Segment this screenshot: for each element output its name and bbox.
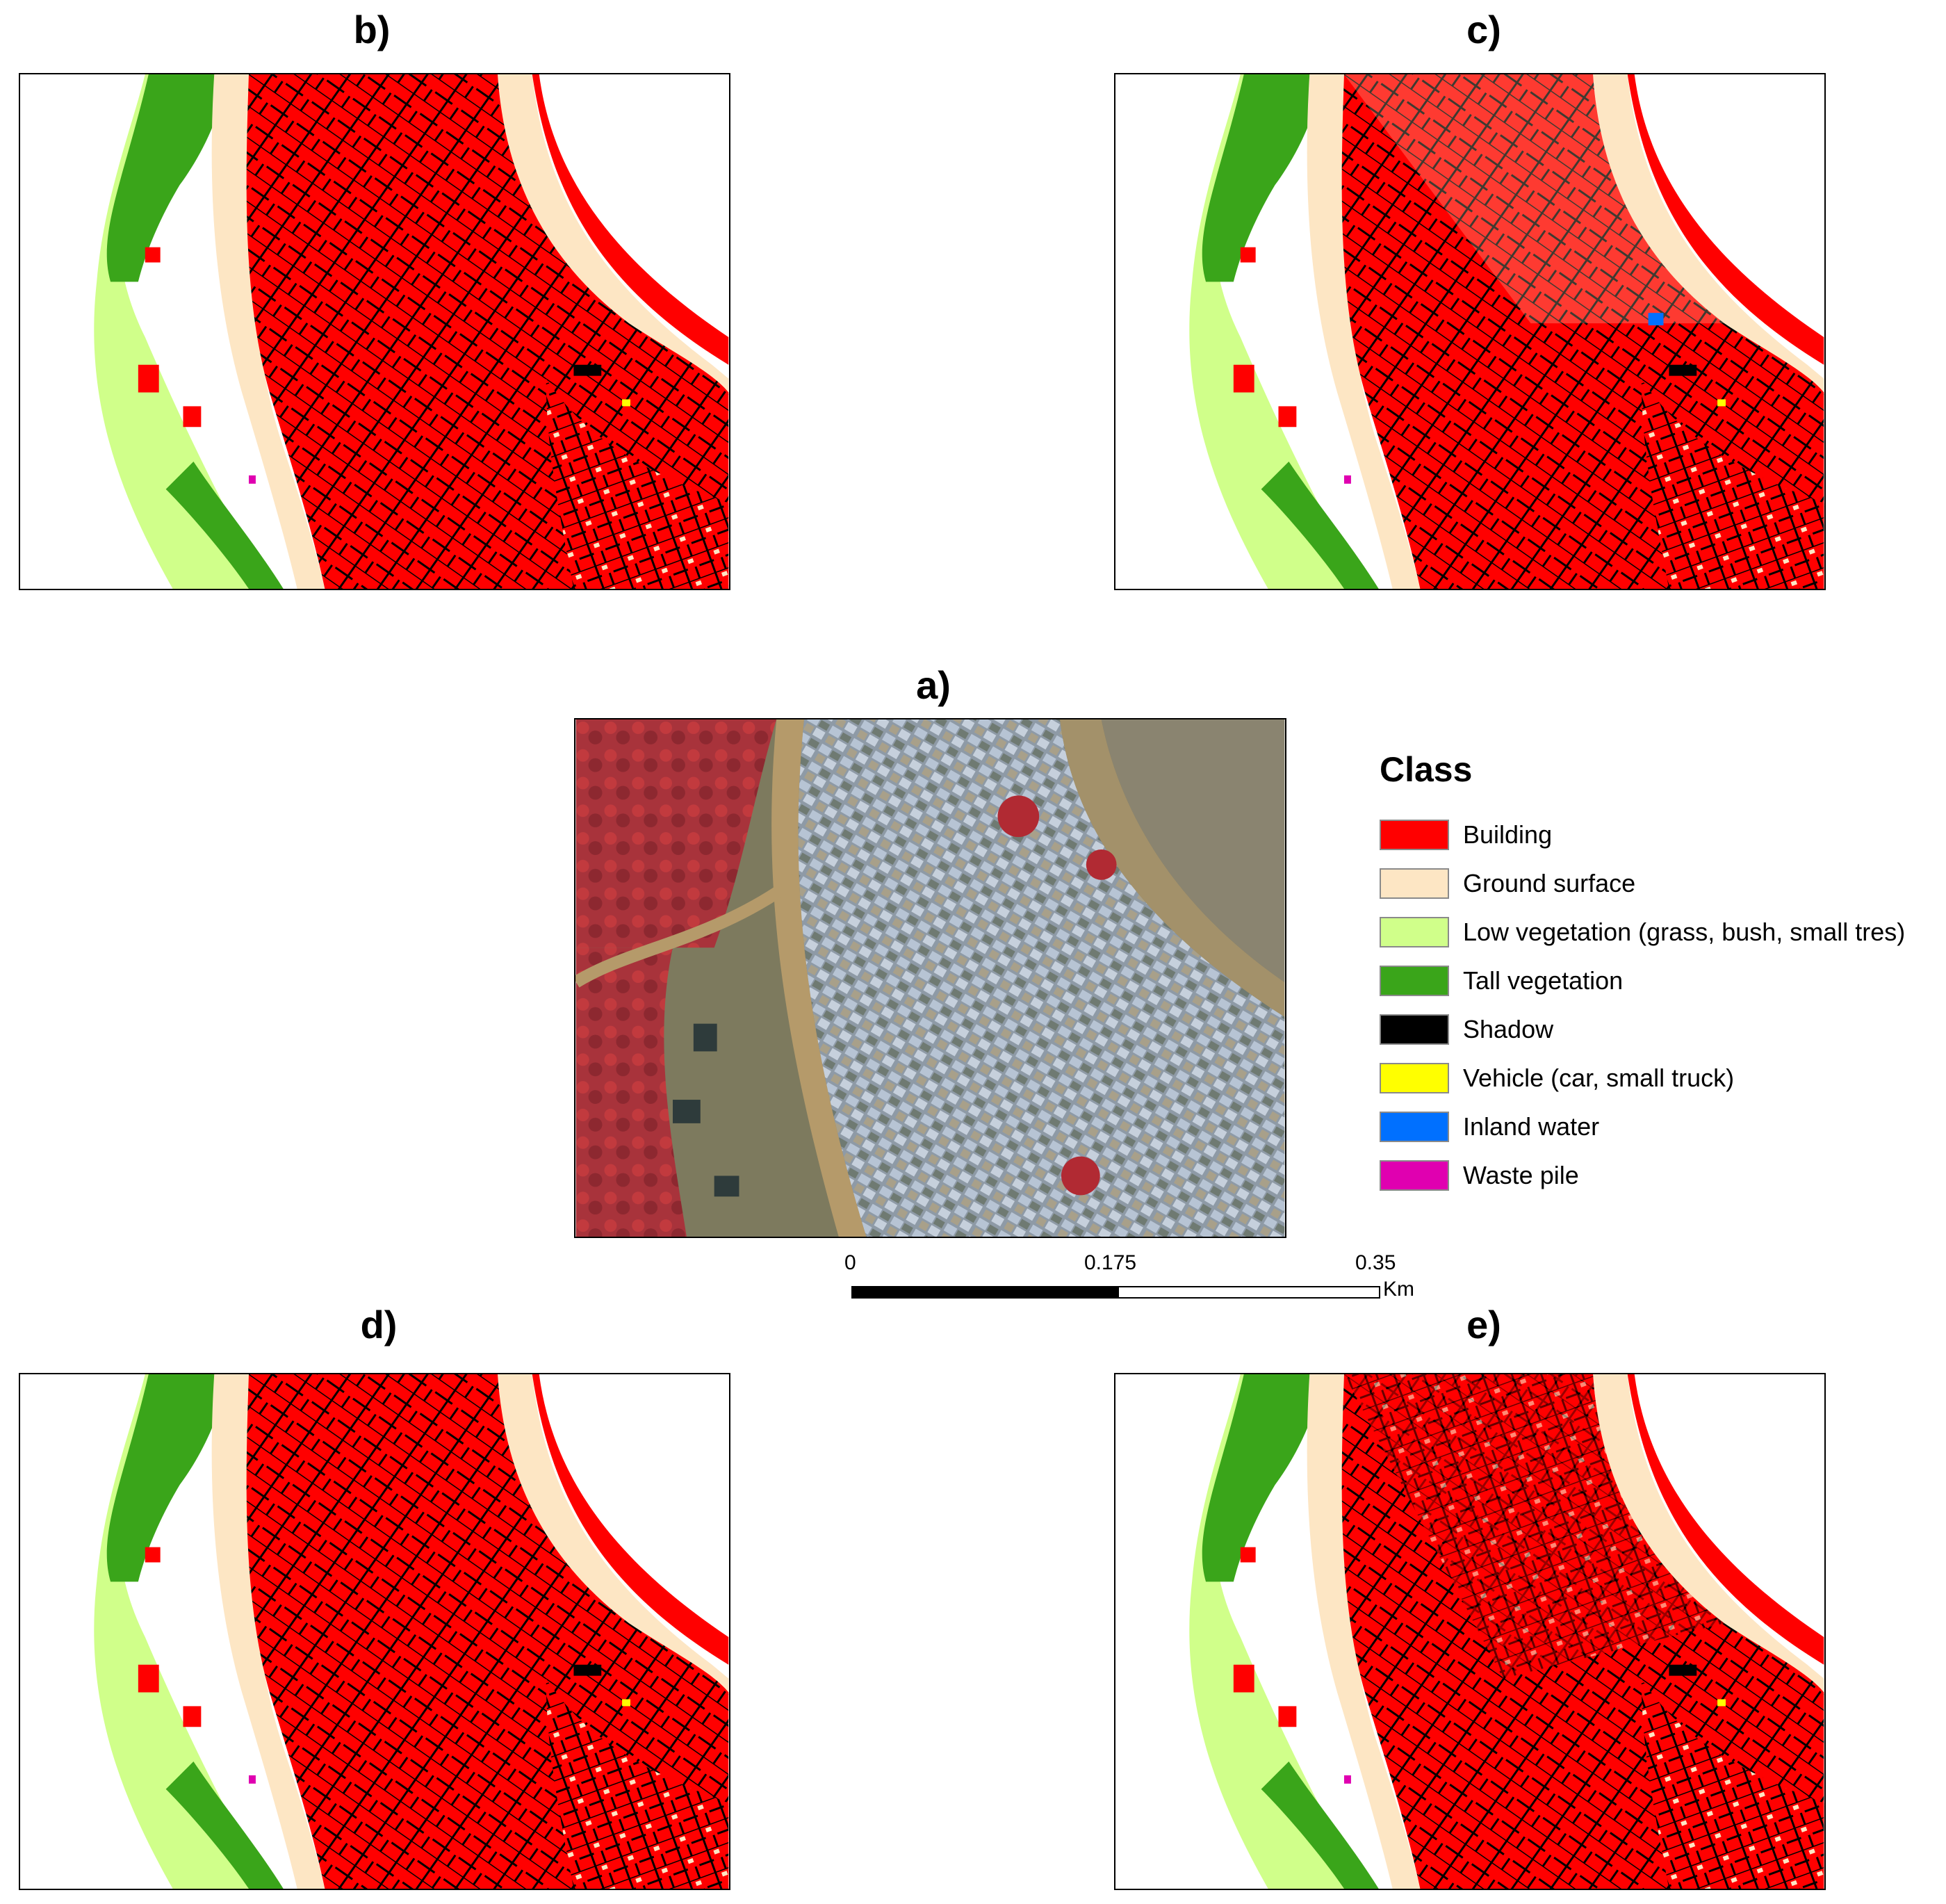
panel-label-a: a) <box>916 663 951 707</box>
scale-bar-white-segment <box>1118 1286 1380 1299</box>
legend-label: Inland water <box>1463 1112 1600 1141</box>
legend-title: Class <box>1380 750 1473 789</box>
legend-label: Shadow <box>1463 1015 1554 1043</box>
scale-tick-1: 0.175 <box>1084 1251 1137 1274</box>
scale-bar: 0 0.175 0.35 Km <box>834 1251 1425 1321</box>
legend-swatch <box>1380 917 1449 947</box>
scale-bar-black-segment <box>851 1286 1118 1299</box>
legend-item: Waste pile <box>1380 1151 1946 1200</box>
classification-map-b <box>19 73 730 590</box>
scale-unit: Km <box>1383 1278 1414 1301</box>
legend-label: Ground surface <box>1463 869 1636 897</box>
legend-label: Low vegetation (grass, bush, small tres) <box>1463 918 1906 946</box>
legend-swatch <box>1380 1112 1449 1142</box>
legend-item: Low vegetation (grass, bush, small tres) <box>1380 908 1946 957</box>
legend-swatch <box>1380 1014 1449 1045</box>
panel-label-b: b) <box>353 8 391 51</box>
legend-swatch <box>1380 966 1449 996</box>
legend-item: Building <box>1380 811 1946 859</box>
scale-tick-0: 0 <box>844 1251 856 1274</box>
panel-label-e: e) <box>1466 1303 1501 1346</box>
legend-item: Inland water <box>1380 1102 1946 1151</box>
satellite-image-a <box>574 718 1286 1238</box>
legend-item: Shadow <box>1380 1005 1946 1054</box>
scale-tick-2: 0.35 <box>1355 1251 1396 1274</box>
legend-item: Tall vegetation <box>1380 957 1946 1005</box>
legend-item: Vehicle (car, small truck) <box>1380 1054 1946 1102</box>
legend-item: Ground surface <box>1380 859 1946 908</box>
panel-label-c: c) <box>1466 8 1501 51</box>
legend-items: Building Ground surface Low vegetation (gr… <box>1380 811 1946 1200</box>
classification-map-e <box>1114 1373 1826 1890</box>
legend-swatch <box>1380 868 1449 899</box>
legend-label: Vehicle (car, small truck) <box>1463 1064 1735 1092</box>
classification-map-d <box>19 1373 730 1890</box>
legend-label: Waste pile <box>1463 1161 1579 1189</box>
panel-label-d: d) <box>360 1303 398 1346</box>
legend-swatch <box>1380 1160 1449 1191</box>
legend: Class Building Ground surface Low vegetati… <box>1380 749 1946 1200</box>
legend-swatch <box>1380 1063 1449 1093</box>
legend-label: Tall vegetation <box>1463 966 1624 995</box>
classification-map-c <box>1114 73 1826 590</box>
legend-label: Building <box>1463 820 1553 849</box>
legend-swatch <box>1380 820 1449 850</box>
